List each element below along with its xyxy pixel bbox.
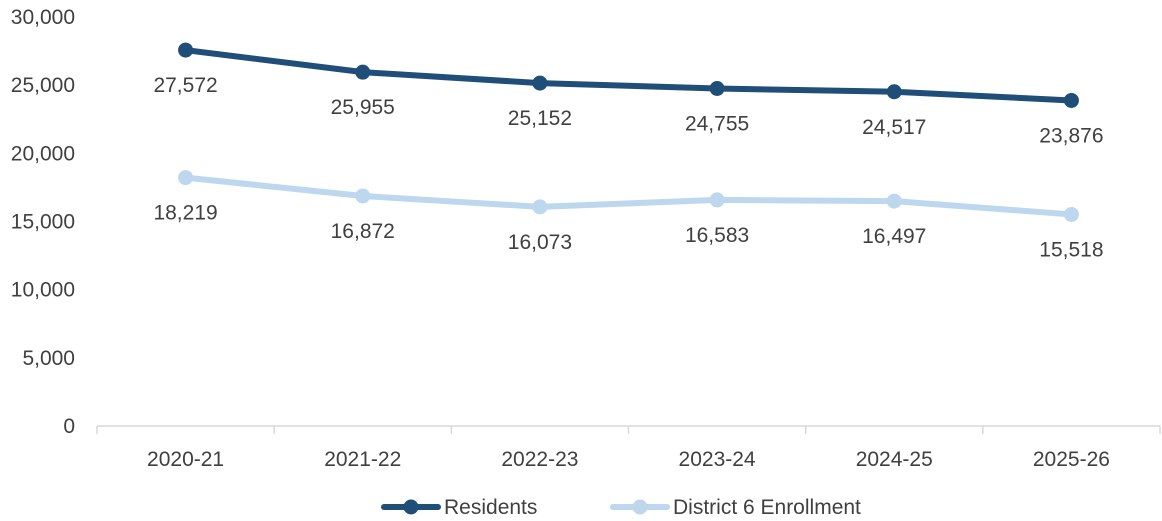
data-label: 25,955 xyxy=(331,96,395,119)
legend-item: District 6 Enrollment xyxy=(610,496,861,519)
legend-label: Residents xyxy=(444,496,537,519)
y-tick-label: 0 xyxy=(63,415,75,438)
y-axis: 0 5,000 10,000 15,000 20,000 25,000 30,000 xyxy=(11,6,75,438)
y-tick-label: 30,000 xyxy=(11,6,75,29)
x-tick-label: 2023-24 xyxy=(679,448,756,471)
y-tick-label: 5,000 xyxy=(22,347,75,370)
data-label: 27,572 xyxy=(153,74,217,97)
legend: Residents District 6 Enrollment xyxy=(381,496,861,519)
data-label: 24,517 xyxy=(862,116,926,139)
data-point xyxy=(178,170,194,186)
y-tick-label: 25,000 xyxy=(11,74,75,97)
y-tick-label: 20,000 xyxy=(11,142,75,165)
series-layer xyxy=(178,42,1079,222)
data-point xyxy=(709,192,725,208)
data-label: 25,152 xyxy=(508,107,572,130)
data-point xyxy=(886,193,902,209)
data-label: 16,497 xyxy=(862,225,926,248)
series-line-0 xyxy=(182,47,1075,104)
x-tick-label: 2021-22 xyxy=(324,448,401,471)
data-label: 18,219 xyxy=(153,202,217,225)
data-point xyxy=(532,199,548,215)
data-label: 16,073 xyxy=(508,231,572,254)
data-label: 15,518 xyxy=(1039,238,1103,261)
data-point xyxy=(178,42,194,58)
data-point xyxy=(355,64,371,80)
data-point xyxy=(886,84,902,100)
data-point xyxy=(355,188,371,204)
data-point xyxy=(1063,206,1079,222)
series-line-1 xyxy=(182,174,1075,218)
y-tick-label: 15,000 xyxy=(11,211,75,234)
x-tick-label: 2025-26 xyxy=(1033,448,1110,471)
x-tick-label: 2020-21 xyxy=(147,448,224,471)
x-tick-label: 2024-25 xyxy=(856,448,933,471)
data-label: 16,872 xyxy=(331,220,395,243)
legend-label: District 6 Enrollment xyxy=(673,496,861,519)
data-point xyxy=(1063,92,1079,108)
legend-marker xyxy=(403,499,419,515)
y-tick-label: 10,000 xyxy=(11,279,75,302)
data-labels: 27,572 25,955 25,152 24,755 24,517 23,876 18,2… xyxy=(153,74,1103,261)
data-label: 16,583 xyxy=(685,224,749,247)
data-point xyxy=(532,75,548,91)
data-label: 23,876 xyxy=(1039,124,1103,147)
x-tick-label: 2022-23 xyxy=(501,448,578,471)
data-point xyxy=(709,81,725,97)
legend-item: Residents xyxy=(381,496,537,519)
data-label: 24,755 xyxy=(685,113,749,136)
legend-marker xyxy=(632,499,648,515)
x-axis: 2020-21 2021-22 2022-23 2023-24 2024-25 2025-… xyxy=(96,425,1161,471)
